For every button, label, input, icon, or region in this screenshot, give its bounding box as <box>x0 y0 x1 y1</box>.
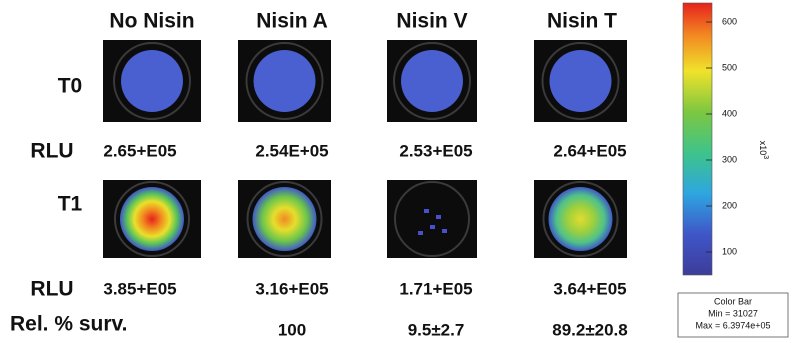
color-bar-tick-label: 200 <box>722 200 737 210</box>
rlu-value: 3.85+E05 <box>103 279 176 298</box>
unit-exponent: 3 <box>762 155 769 159</box>
signal-speck <box>418 231 423 235</box>
signal <box>254 50 316 112</box>
image-t1 <box>387 180 477 258</box>
survival-value: 89.2±20.8 <box>552 320 628 339</box>
rlu-value: 2.64+E05 <box>553 141 626 160</box>
column-header: No Nisin <box>109 10 194 33</box>
color-bar-unit: x103 <box>758 141 770 160</box>
signal <box>401 50 463 112</box>
signal-speck <box>430 225 435 229</box>
signal <box>121 50 183 112</box>
column-header: Nisin V <box>396 10 467 33</box>
rlu-label: RLU <box>30 140 73 163</box>
rlu-value: 2.65+E05 <box>103 141 176 160</box>
color-bar-legend: Max = 6.3974e+05 <box>695 320 770 330</box>
rlu-value: 2.53+E05 <box>399 141 472 160</box>
time-label: T0 <box>58 75 83 98</box>
signal <box>549 187 613 251</box>
color-bar <box>683 3 712 275</box>
color-bar-tick-label: 100 <box>722 246 737 256</box>
color-bar-tick-label: 600 <box>722 16 737 26</box>
figure: No Nisin Nisin A Nisin V Nisin T T0 T1 RLU 2.65… <box>0 0 803 343</box>
color-bar-tick-label: 400 <box>722 108 737 118</box>
column-header: Nisin A <box>256 10 328 33</box>
signal <box>253 187 317 251</box>
color-bar-legend: Color Bar <box>714 296 752 306</box>
time-label: T1 <box>58 193 83 216</box>
survival-value: 9.5±2.7 <box>408 320 465 339</box>
rlu-value: 1.71+E05 <box>399 279 472 298</box>
rlu-label: RLU <box>30 278 73 301</box>
color-bar-legend: Min = 31027 <box>708 308 758 318</box>
color-bar-tick-label: 500 <box>722 62 737 72</box>
column-header: Nisin T <box>547 10 617 33</box>
signal-speck <box>442 229 447 233</box>
rlu-value: 3.64+E05 <box>553 279 626 298</box>
signal-speck <box>424 209 429 213</box>
survival-value: 100 <box>278 320 306 339</box>
unit-base: x10 <box>758 141 768 156</box>
signal <box>120 187 184 251</box>
survival-label: Rel. % surv. <box>10 313 128 336</box>
signal <box>550 50 612 112</box>
signal-speck <box>436 215 441 219</box>
rlu-value: 3.16+E05 <box>255 279 328 298</box>
rlu-value: 2.54E+05 <box>255 141 328 160</box>
color-bar-tick-label: 300 <box>722 154 737 164</box>
